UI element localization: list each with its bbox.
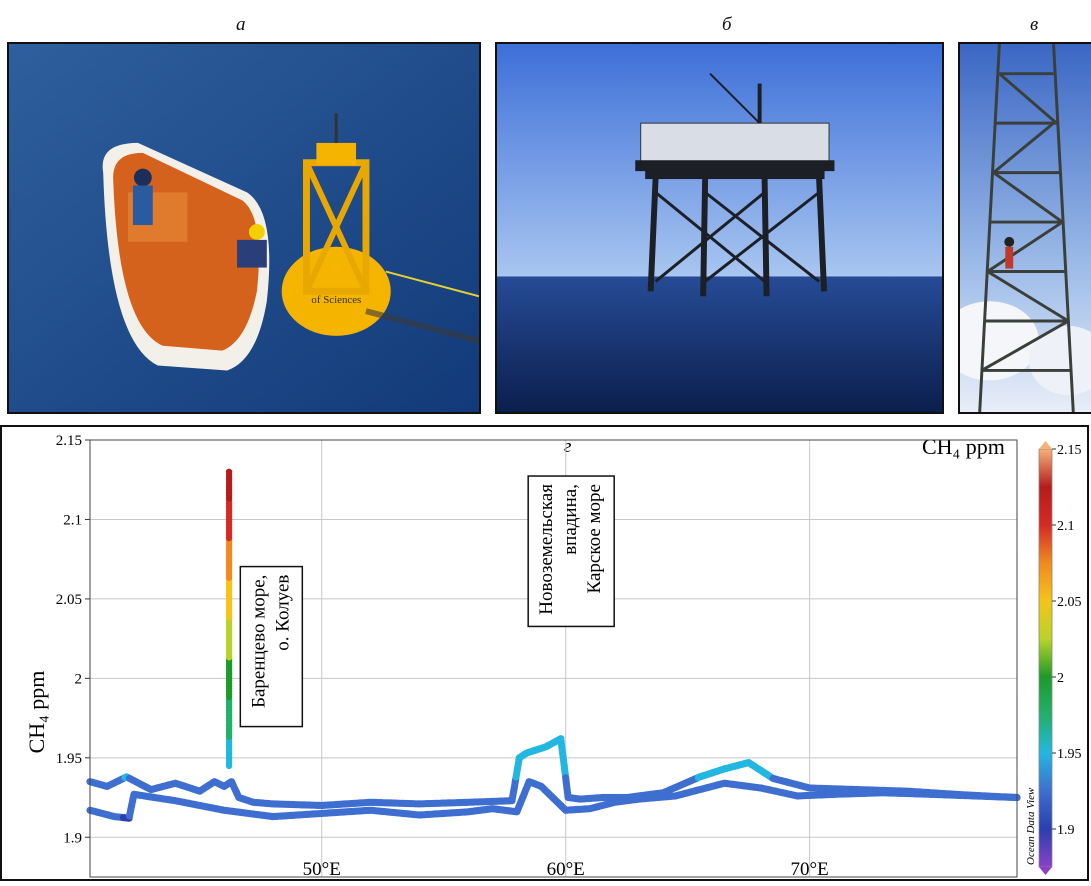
ch4-scatter-chart: г CH₄ ppm CH₄ ppm 50°E 60°E 70°E 1.9 1.95 2 2.… [24,433,1082,880]
tower-icon [978,44,1075,412]
ocean-data-view-label: Ocean Data View [1025,787,1037,865]
annotation-text: о. Колуев [272,575,293,651]
y-tick-label: 1.9 [63,830,82,846]
data-point [225,468,233,475]
boat-icon [102,142,270,371]
photo-a-boat-buoy: of Sciences [7,42,481,414]
photo-b-offshore-platform [495,42,944,414]
annotation-frame [239,565,304,728]
colorbar-tick-label: 1.9 [1057,823,1075,838]
y-axis-label: CH₄ ppm [24,671,49,754]
photo-v-measurement-tower [958,42,1091,414]
annotation-box: Баренцево море, о. Колуев [239,565,304,728]
colorbar-tick-label: 2 [1057,671,1064,686]
colorbar-top-arrow [1039,441,1052,449]
annotation-text: Карское море [584,484,605,593]
y-tick-label: 2 [75,671,83,687]
annotation-text: впадина, [560,484,581,555]
colorbar-tick-label: 2.05 [1057,595,1082,610]
panel-label-v: в [1030,14,1039,35]
panel-label-b: б [722,14,732,35]
y-tick-label: 2.15 [56,433,82,449]
colorbar-tick-label: 2.15 [1057,443,1082,458]
annotation-frame [527,475,615,628]
x-tick-label: 60°E [547,859,585,880]
chart-panel-g: г CH₄ ppm CH₄ ppm 50°E 60°E 70°E 1.9 1.95 2 2.… [0,425,1089,881]
panel-label-g: г [564,436,571,457]
x-tick-label: 70°E [791,859,829,880]
panel-label-a: а [236,14,246,35]
annotation-text: Новоземельская [536,484,557,615]
annotation-box: Новоземельская впадина, Карское море [527,475,615,628]
colorbar-title: CH₄ ppm [922,434,1005,459]
buoy-text: of Sciences [311,294,361,306]
annotation-text: Баренцево море, [248,575,269,708]
y-tick-label: 2.1 [63,512,82,528]
platform-icon [635,72,835,297]
x-tick-label: 50°E [303,859,341,880]
colorbar-bottom-arrow [1039,867,1052,875]
buoy-icon: of Sciences [281,113,391,336]
colorbar [1038,448,1053,868]
plot-area-border [89,439,1018,878]
colorbar-tick-label: 2.1 [1057,519,1075,534]
y-tick-label: 1.95 [56,751,82,767]
colorbar-tick-label: 1.95 [1057,747,1082,762]
y-tick-label: 2.05 [56,592,82,608]
